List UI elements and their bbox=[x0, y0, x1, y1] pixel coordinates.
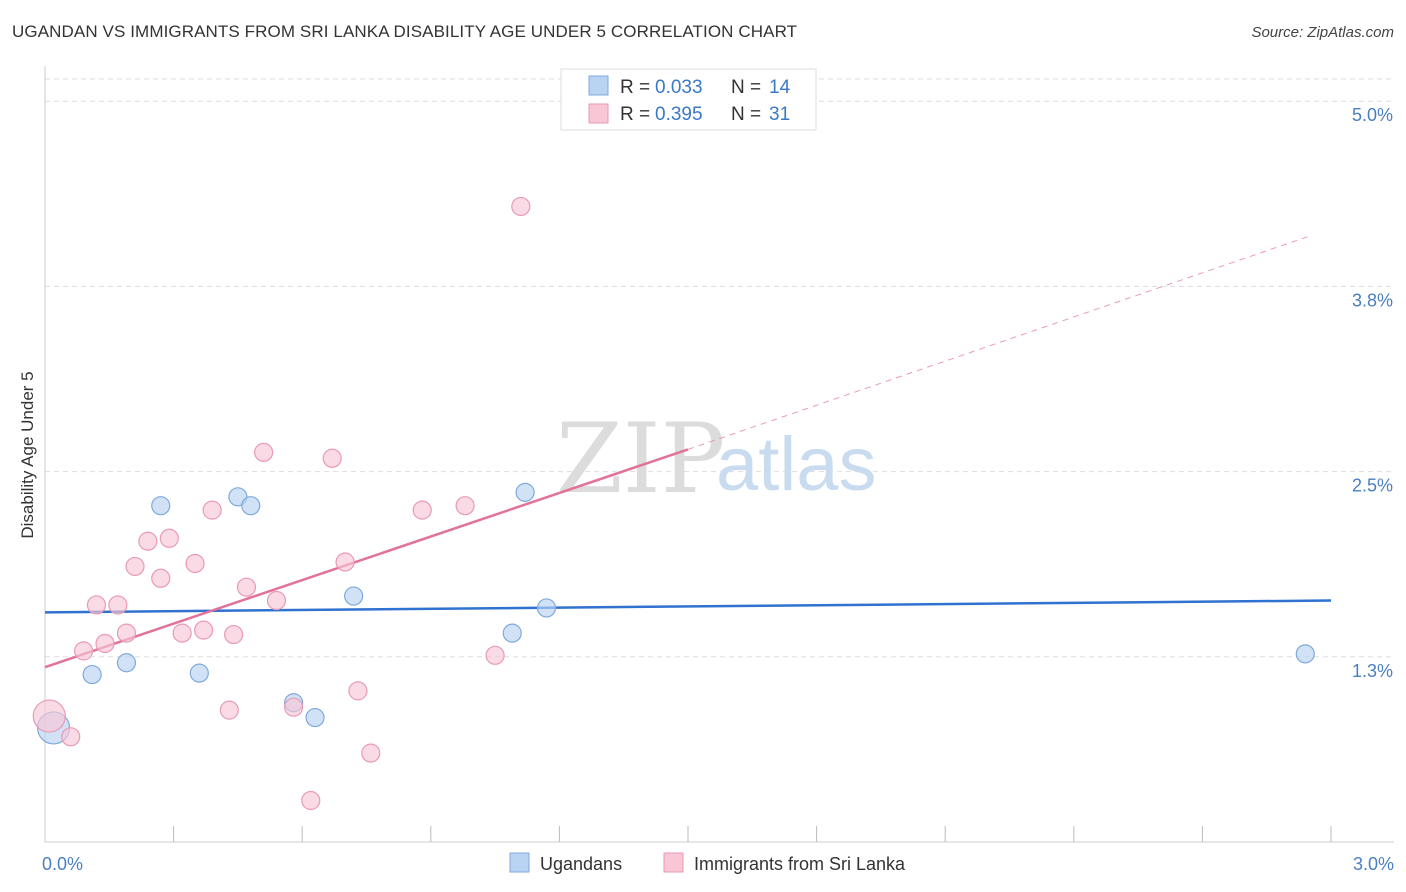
legend-n-label-1: N = bbox=[731, 77, 761, 98]
legend-r-value-2: 0.395 bbox=[655, 104, 703, 125]
point-sri-lanka bbox=[159, 528, 179, 548]
bottom-legend-swatch-ugandans bbox=[509, 852, 530, 873]
watermark: ZIP atlas bbox=[556, 403, 877, 515]
point-sri-lanka bbox=[455, 496, 475, 516]
point-sri-lanka bbox=[151, 568, 171, 588]
series-legend: Ugandans Immigrants from Sri Lanka bbox=[509, 852, 906, 874]
bottom-legend-label-ugandans: Ugandans bbox=[540, 854, 622, 874]
legend-r-value-1: 0.033 bbox=[655, 77, 703, 98]
point-ugandans bbox=[82, 664, 102, 685]
y-tick-label: 5.0% bbox=[1352, 105, 1393, 125]
point-sri-lanka bbox=[236, 577, 257, 597]
y-tick-labels: 1.3% 2.5% 3.8% 5.0% bbox=[1352, 105, 1393, 681]
legend-n-value-2: 31 bbox=[769, 104, 790, 125]
grid-lines bbox=[45, 78, 1394, 658]
point-ugandans bbox=[344, 586, 364, 606]
point-sri-lanka bbox=[202, 500, 222, 520]
legend-n-value-1: 14 bbox=[769, 77, 791, 98]
point-sri-lanka bbox=[116, 623, 137, 643]
point-sri-lanka bbox=[172, 623, 192, 643]
x-tick-label: 3.0% bbox=[1353, 854, 1394, 874]
trend-lines bbox=[44, 235, 1332, 669]
point-ugandans bbox=[536, 598, 557, 618]
trend-extension-sri-lanka bbox=[687, 235, 1310, 450]
data-points bbox=[32, 196, 1315, 811]
correlation-legend: R = 0.033 N = 14 R = 0.395 N = 31 bbox=[560, 68, 817, 131]
watermark-atlas: atlas bbox=[716, 422, 877, 507]
legend-r-label-2: R = bbox=[620, 104, 650, 125]
point-ugandans bbox=[502, 623, 522, 643]
trend-line-ugandans bbox=[44, 599, 1332, 614]
point-sri-lanka bbox=[125, 556, 145, 577]
x-tick-labels: 0.0% 3.0% bbox=[42, 854, 1394, 874]
point-ugandans bbox=[116, 653, 137, 673]
point-sri-lanka bbox=[301, 790, 321, 811]
point-sri-lanka bbox=[412, 500, 432, 520]
chart-title: UGANDAN VS IMMIGRANTS FROM SRI LANKA DIS… bbox=[12, 22, 798, 41]
trend-line-sri-lanka bbox=[44, 448, 689, 669]
point-sri-lanka bbox=[86, 595, 107, 615]
bottom-legend-swatch-sri-lanka bbox=[663, 852, 684, 873]
watermark-zip: ZIP bbox=[556, 403, 725, 515]
point-ugandans bbox=[241, 496, 261, 516]
point-sri-lanka bbox=[32, 699, 66, 733]
source-credit: Source: ZipAtlas.com bbox=[1251, 24, 1394, 41]
point-sri-lanka bbox=[185, 553, 205, 574]
x-tick-label: 0.0% bbox=[42, 854, 83, 874]
y-tick-label: 1.3% bbox=[1352, 661, 1393, 681]
legend-swatch-sri-lanka bbox=[588, 103, 609, 124]
point-ugandans bbox=[189, 663, 209, 683]
point-sri-lanka bbox=[254, 442, 274, 462]
point-sri-lanka bbox=[219, 700, 239, 720]
point-sri-lanka bbox=[511, 196, 531, 217]
legend-n-label-2: N = bbox=[731, 104, 761, 125]
y-tick-label: 3.8% bbox=[1352, 290, 1393, 310]
point-sri-lanka bbox=[322, 448, 342, 468]
point-sri-lanka bbox=[138, 531, 158, 551]
point-sri-lanka bbox=[108, 595, 128, 615]
point-ugandans bbox=[305, 707, 325, 728]
point-sri-lanka bbox=[224, 624, 244, 645]
point-ugandans bbox=[1295, 644, 1315, 664]
y-axis-label: Disability Age Under 5 bbox=[18, 371, 37, 538]
point-sri-lanka bbox=[485, 645, 505, 665]
point-ugandans bbox=[515, 482, 535, 502]
point-sri-lanka bbox=[266, 590, 287, 611]
point-sri-lanka bbox=[335, 552, 355, 572]
legend-swatch-ugandans bbox=[588, 75, 609, 96]
point-sri-lanka bbox=[348, 681, 368, 701]
point-sri-lanka bbox=[194, 620, 214, 640]
point-sri-lanka bbox=[361, 743, 381, 763]
point-sri-lanka bbox=[61, 727, 81, 747]
point-sri-lanka bbox=[73, 641, 94, 661]
bottom-legend-label-sri-lanka: Immigrants from Sri Lanka bbox=[694, 854, 906, 874]
point-ugandans bbox=[151, 496, 171, 516]
point-sri-lanka bbox=[95, 633, 115, 654]
y-tick-label: 2.5% bbox=[1352, 476, 1393, 496]
point-sri-lanka bbox=[284, 697, 304, 717]
legend-r-label-1: R = bbox=[620, 77, 650, 98]
